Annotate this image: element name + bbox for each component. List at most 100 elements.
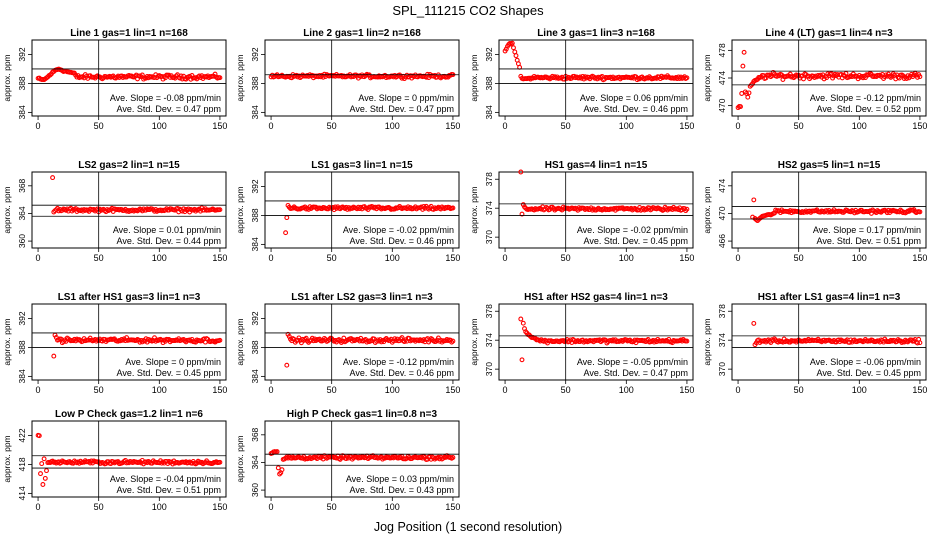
y-tick-label: 378 [484, 172, 494, 186]
data-point [450, 455, 456, 460]
data-point [44, 468, 49, 474]
slope-annotation: Ave. Slope = 0.03 ppm/min [346, 474, 454, 484]
x-tick-label: 0 [503, 253, 508, 263]
x-tick-label: 0 [269, 253, 274, 263]
std-dev-annotation: Ave. Std. Dev. = 0.47 ppm [350, 104, 454, 114]
y-tick-label: 384 [250, 237, 260, 251]
plot-frame [731, 171, 927, 249]
slope-annotation: Ave. Slope = -0.12 ppm/min [343, 357, 454, 367]
std-dev-annotation: Ave. Std. Dev. = 0.47 ppm [584, 368, 688, 378]
panel: High P Check gas=1 lin=0.8 n=3 approx. pp… [235, 409, 460, 512]
x-tick-label: 50 [94, 385, 104, 395]
data-points [51, 332, 223, 359]
data-point [217, 75, 223, 81]
panel: LS1 after HS1 gas=3 lin=1 n=3 approx. ppm… [2, 292, 227, 395]
panel-ylabel: approx. ppm [702, 318, 712, 365]
y-tick-label: 392 [250, 311, 260, 325]
x-tick-label: 50 [561, 121, 571, 131]
slope-annotation: Ave. Slope = -0.06 ppm/min [810, 357, 921, 367]
x-tick-label: 150 [445, 253, 460, 263]
x-tick-label: 50 [561, 385, 571, 395]
x-tick-label: 0 [269, 121, 274, 131]
y-tick-label: 374 [484, 333, 494, 347]
data-points [50, 175, 223, 215]
x-tick-label: 0 [736, 253, 741, 263]
slope-annotation: Ave. Slope = 0.17 ppm/min [813, 225, 921, 235]
panel-title: HS1 after HS2 gas=4 lin=1 n=3 [524, 292, 668, 303]
data-point [751, 320, 757, 326]
data-point [158, 458, 163, 464]
panel-title: HS1 after LS1 gas=4 lin=1 n=3 [758, 292, 901, 303]
x-tick-label: 150 [212, 121, 227, 131]
data-point [50, 175, 56, 181]
x-tick-label: 100 [619, 121, 634, 131]
x-tick-label: 0 [736, 121, 741, 131]
y-tick-label: 368 [250, 427, 260, 441]
x-tick-label: 100 [152, 502, 167, 512]
panel-ylabel: approx. ppm [2, 186, 12, 233]
panel-ylabel: approx. ppm [469, 54, 479, 101]
slope-annotation: Ave. Slope = -0.02 ppm/min [343, 225, 454, 235]
panel-ylabel: approx. ppm [702, 54, 712, 101]
panel: HS1 after HS2 gas=4 lin=1 n=3 approx. ppm… [469, 292, 694, 395]
data-point [284, 215, 290, 221]
std-dev-annotation: Ave. Std. Dev. = 0.46 ppm [350, 236, 454, 246]
y-tick-label: 474 [717, 71, 727, 85]
y-tick-label: 384 [484, 105, 494, 119]
y-tick-label: 474 [717, 178, 727, 192]
data-point [740, 63, 746, 69]
std-dev-annotation: Ave. Std. Dev. = 0.52 ppm [817, 104, 921, 114]
data-point [509, 40, 515, 46]
slope-annotation: Ave. Slope = 0.06 ppm/min [580, 93, 688, 103]
panel-title: LS1 after LS2 gas=3 lin=1 n=3 [291, 292, 433, 303]
data-point [78, 338, 83, 343]
y-tick-label: 392 [484, 47, 494, 61]
slope-annotation: Ave. Slope = 0 ppm/min [125, 357, 221, 367]
figure-title: SPL_111215 CO2 Shapes [392, 3, 544, 18]
x-tick-label: 100 [152, 121, 167, 131]
slope-annotation: Ave. Slope = -0.12 ppm/min [810, 93, 921, 103]
y-tick-label: 388 [250, 76, 260, 90]
data-point [348, 336, 354, 342]
x-tick-label: 0 [36, 502, 41, 512]
data-point [36, 433, 42, 439]
x-tick-label: 50 [94, 121, 104, 131]
x-tick-label: 0 [36, 253, 41, 263]
y-tick-label: 384 [17, 105, 27, 119]
data-point [513, 53, 519, 59]
data-points [35, 432, 223, 487]
panel-ylabel: approx. ppm [2, 435, 12, 482]
data-point [275, 465, 281, 471]
data-points [268, 449, 456, 477]
data-point [801, 76, 806, 82]
data-point [519, 211, 525, 217]
data-point [751, 197, 757, 203]
data-point [450, 338, 456, 344]
panel: Line 2 gas=1 lin=2 n=168 approx. ppm 0 50 10… [235, 28, 460, 131]
panel: Low P Check gas=1.2 lin=1 n=6 approx. ppm… [2, 409, 227, 512]
panel-title: Line 3 gas=1 lin=3 n=168 [537, 28, 655, 39]
panel: Line 3 gas=1 lin=3 n=168 approx. ppm 0 50 10… [469, 28, 694, 131]
data-point [771, 336, 777, 342]
x-tick-label: 0 [503, 121, 508, 131]
y-tick-label: 378 [717, 304, 727, 318]
panel: LS2 gas=2 lin=1 n=15 approx. ppm 0 50 100 150… [2, 160, 227, 263]
plot-frame [31, 39, 227, 117]
slope-annotation: Ave. Slope = 0 ppm/min [358, 93, 454, 103]
x-tick-label: 100 [152, 385, 167, 395]
panel-ylabel: approx. ppm [235, 318, 245, 365]
y-tick-label: 388 [250, 208, 260, 222]
y-tick-label: 370 [484, 230, 494, 244]
x-tick-label: 0 [503, 385, 508, 395]
std-dev-annotation: Ave. Std. Dev. = 0.51 ppm [117, 485, 221, 495]
plot-frame [264, 39, 460, 117]
panel: HS1 after LS1 gas=4 lin=1 n=3 approx. ppm… [702, 292, 927, 395]
y-tick-label: 422 [17, 428, 27, 442]
y-tick-label: 392 [250, 179, 260, 193]
y-tick-label: 388 [484, 76, 494, 90]
y-tick-label: 388 [17, 76, 27, 90]
x-tick-label: 50 [794, 253, 804, 263]
panel-ylabel: approx. ppm [702, 186, 712, 233]
data-point [518, 169, 524, 175]
plot-frame [31, 420, 227, 498]
